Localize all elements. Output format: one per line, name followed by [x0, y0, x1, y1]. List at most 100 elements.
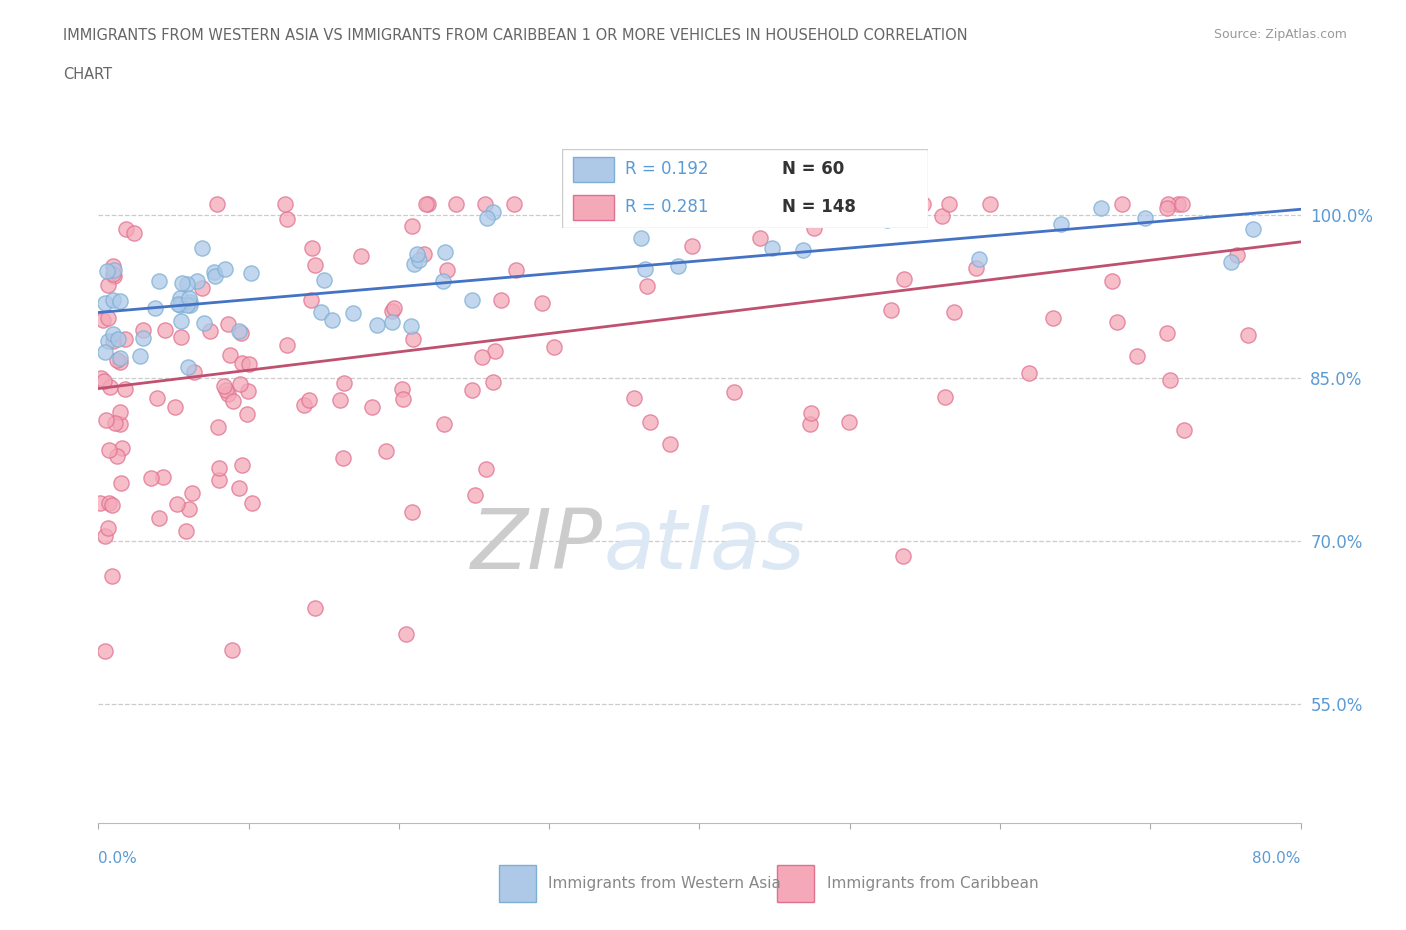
Point	[193, 316, 215, 331]
Point	[464, 488, 486, 503]
Point	[967, 251, 990, 266]
Point	[228, 481, 250, 496]
Point	[1173, 423, 1195, 438]
Point	[179, 290, 201, 305]
Text: ZIP: ZIP	[471, 505, 603, 586]
Point	[1126, 349, 1149, 364]
Text: IMMIGRANTS FROM WESTERN ASIA VS IMMIGRANTS FROM CARIBBEAN 1 OR MORE VEHICLES IN : IMMIGRANTS FROM WESTERN ASIA VS IMMIGRAN…	[63, 28, 967, 43]
Point	[217, 386, 239, 401]
Point	[191, 281, 214, 296]
Point	[1018, 365, 1040, 380]
Point	[1236, 327, 1258, 342]
Bar	[574, 157, 613, 182]
Point	[391, 392, 413, 406]
Point	[668, 259, 690, 273]
Point	[191, 241, 214, 256]
FancyBboxPatch shape	[562, 149, 928, 228]
Point	[374, 444, 396, 458]
Point	[634, 261, 657, 276]
Point	[152, 470, 174, 485]
Point	[145, 300, 167, 315]
Point	[461, 292, 484, 307]
Point	[100, 498, 122, 512]
Point	[221, 643, 243, 658]
Point	[181, 485, 204, 500]
Point	[236, 406, 259, 421]
Point	[678, 196, 700, 211]
Point	[105, 448, 128, 463]
Point	[214, 261, 236, 276]
Point	[139, 471, 162, 485]
Point	[231, 458, 253, 473]
Point	[799, 417, 821, 432]
Point	[401, 219, 423, 233]
Point	[103, 268, 125, 283]
Point	[229, 326, 252, 340]
Text: Immigrants from Caribbean: Immigrants from Caribbean	[827, 876, 1039, 891]
Point	[700, 196, 723, 211]
Point	[637, 196, 659, 211]
Point	[505, 263, 527, 278]
Point	[444, 196, 467, 211]
Point	[531, 295, 554, 310]
Point	[803, 220, 825, 235]
Point	[170, 329, 193, 344]
Point	[1156, 326, 1178, 340]
Point	[110, 354, 132, 369]
Point	[792, 243, 814, 258]
Point	[380, 304, 402, 319]
Point	[543, 340, 565, 355]
Point	[382, 300, 405, 315]
Point	[170, 276, 193, 291]
Point	[169, 298, 191, 312]
Point	[333, 376, 356, 391]
Text: N = 60: N = 60	[782, 160, 844, 178]
Point	[111, 441, 134, 456]
Point	[108, 405, 131, 419]
Point	[114, 381, 136, 396]
Point	[432, 273, 454, 288]
Point	[1101, 273, 1123, 288]
Point	[240, 266, 263, 281]
Point	[391, 382, 413, 397]
Point	[101, 326, 124, 341]
Point	[723, 385, 745, 400]
Bar	[574, 194, 613, 220]
Point	[342, 305, 364, 320]
Point	[412, 247, 434, 262]
Point	[1243, 222, 1265, 237]
Point	[128, 349, 150, 364]
Text: Immigrants from Western Asia: Immigrants from Western Asia	[548, 876, 782, 891]
Point	[965, 260, 987, 275]
Point	[91, 312, 114, 327]
Point	[636, 278, 658, 293]
Point	[94, 412, 117, 427]
Point	[761, 241, 783, 256]
Point	[148, 273, 170, 288]
Point	[399, 318, 422, 333]
Point	[401, 505, 423, 520]
Point	[912, 196, 935, 211]
Point	[276, 338, 298, 352]
Point	[638, 415, 661, 430]
Point	[938, 196, 960, 211]
Point	[101, 292, 124, 307]
Point	[943, 304, 966, 319]
Point	[90, 371, 112, 386]
Point	[177, 359, 200, 374]
Point	[103, 259, 125, 273]
Point	[103, 334, 125, 349]
Point	[311, 305, 333, 320]
Point	[107, 331, 129, 346]
Point	[799, 405, 821, 420]
Point	[395, 627, 418, 642]
Point	[169, 290, 191, 305]
Point	[312, 272, 335, 287]
Point	[96, 264, 118, 279]
Point	[461, 382, 484, 397]
Point	[200, 324, 222, 339]
Point	[202, 264, 225, 279]
Point	[215, 382, 238, 397]
Point	[381, 314, 404, 329]
Point	[236, 383, 259, 398]
